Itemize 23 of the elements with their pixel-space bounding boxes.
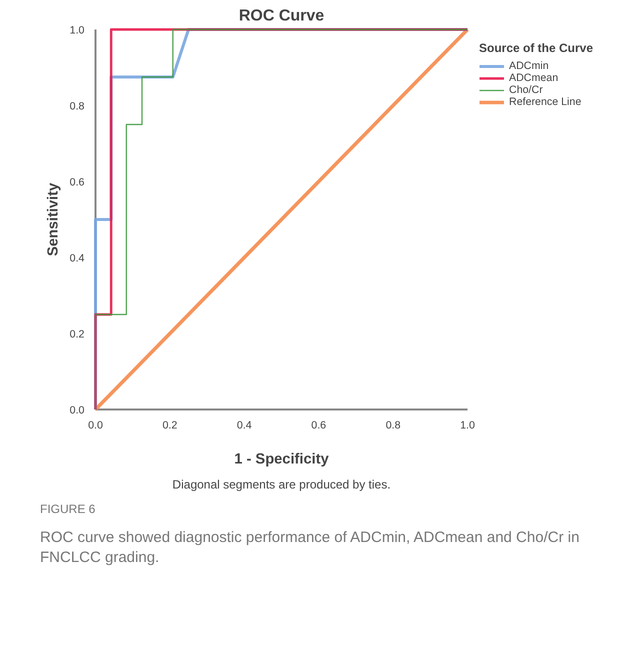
x-tick-label: 0.2 [162,420,178,432]
x-axis-title: 1 - Specificity [234,452,330,468]
x-tick-label: 0.6 [311,420,326,432]
y-tick-label: 0.2 [70,328,85,340]
y-tick-label: 0.6 [70,176,85,188]
caption: FIGURE 6 [40,501,96,518]
y-tick-label: 0.4 [70,252,85,264]
y-tick-label: 0.8 [70,100,85,112]
x-tick-label: 0.4 [236,420,252,432]
chart-title: ROC Curve [238,8,324,24]
legend-label: Cho/Cr [509,84,543,96]
y-tick-label: 1.0 [70,24,85,36]
text: Diagonal segments are produced by ties. [172,478,391,492]
legend-label: ADCmin [509,60,549,72]
legend-title: Source of the Curve [479,41,594,55]
y-tick-label: 0.0 [70,404,85,416]
x-tick-label: 0.0 [88,420,103,432]
x-tick-label: 0.8 [386,420,401,432]
legend-label: Reference Line [509,96,582,108]
y-axis-title: Sensitivity [46,182,62,256]
text: ROC curve showed diagnostic performance of ADCmin, ADCmean and Cho/Cr in FNCLCC grading. [40,528,580,568]
legend-label: ADCmean [509,72,558,84]
x-tick-label: 1.0 [460,420,475,432]
